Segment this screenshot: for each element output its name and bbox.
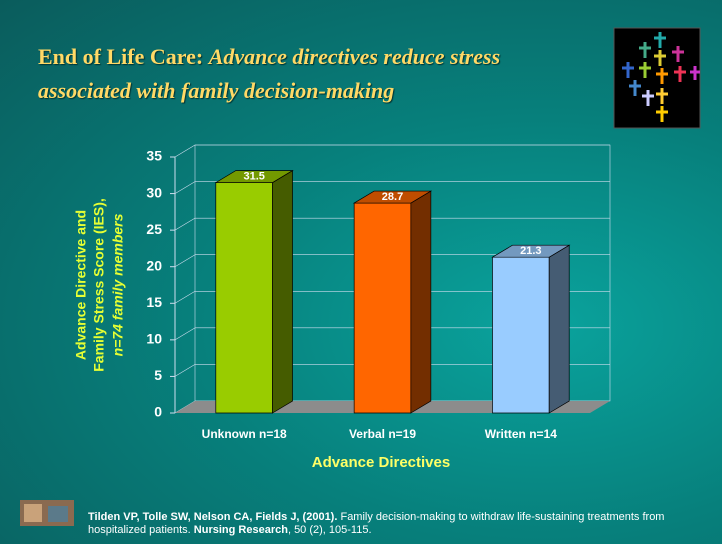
grid-line bbox=[174, 144, 196, 158]
title: End of Life Care: Advance directives red… bbox=[38, 40, 598, 108]
y-tick-label: 5 bbox=[154, 367, 162, 383]
grid-line bbox=[174, 181, 196, 194]
y-axis-note: n=74 family members bbox=[110, 213, 126, 356]
bar-side bbox=[410, 190, 432, 414]
citation: Tilden VP, Tolle SW, Nelson CA, Fields J… bbox=[88, 511, 688, 537]
grid-line bbox=[174, 254, 196, 267]
title-main: End of Life Care: bbox=[38, 44, 204, 69]
logo bbox=[613, 27, 701, 129]
x-axis-label: Advance Directives bbox=[312, 454, 450, 471]
citation-text: Family decision-making to withdraw life-… bbox=[88, 511, 665, 536]
bar bbox=[352, 190, 433, 414]
bar-side bbox=[272, 169, 293, 414]
citation-authors: Tilden VP, Tolle SW, Nelson CA, Fields J… bbox=[88, 511, 338, 523]
bar-front bbox=[215, 182, 273, 414]
grid-line bbox=[174, 327, 196, 341]
y-axis-label: Advance Directive and bbox=[73, 210, 89, 360]
y-tick-label: 10 bbox=[146, 331, 162, 347]
y-axis-label: Family Stress Score (IES), bbox=[91, 198, 107, 372]
citation-details: , 50 (2), 105-115. bbox=[287, 524, 372, 536]
y-tick-label: 20 bbox=[146, 257, 162, 273]
title-sub: Advance directives reduce stress associa… bbox=[38, 44, 501, 103]
x-tick-label: Verbal n=19 bbox=[349, 427, 416, 441]
value-label: 21.3 bbox=[520, 245, 541, 257]
bar-front bbox=[492, 256, 550, 414]
bar-side bbox=[548, 244, 570, 414]
bar-top bbox=[352, 190, 433, 204]
x-tick-label: Unknown n=18 bbox=[202, 427, 287, 441]
y-tick-label: 15 bbox=[146, 294, 162, 310]
bar-top bbox=[214, 170, 294, 183]
value-label: 31.5 bbox=[243, 171, 264, 183]
bar bbox=[214, 169, 294, 414]
grid-line bbox=[174, 364, 196, 377]
x-tick-label: Written n=14 bbox=[485, 427, 557, 441]
photo bbox=[20, 500, 74, 526]
y-tick-label: 30 bbox=[146, 184, 162, 200]
citation-journal: Nursing Research bbox=[193, 524, 288, 536]
value-label: 28.7 bbox=[382, 191, 403, 203]
y-tick-label: 25 bbox=[146, 221, 162, 237]
grid-line bbox=[174, 291, 196, 304]
grid-line bbox=[174, 217, 196, 231]
y-tick-label: 35 bbox=[146, 148, 162, 164]
y-tick-label: 0 bbox=[154, 404, 162, 420]
bar bbox=[491, 244, 571, 414]
bar-top bbox=[491, 244, 571, 258]
bar-front bbox=[353, 202, 412, 414]
